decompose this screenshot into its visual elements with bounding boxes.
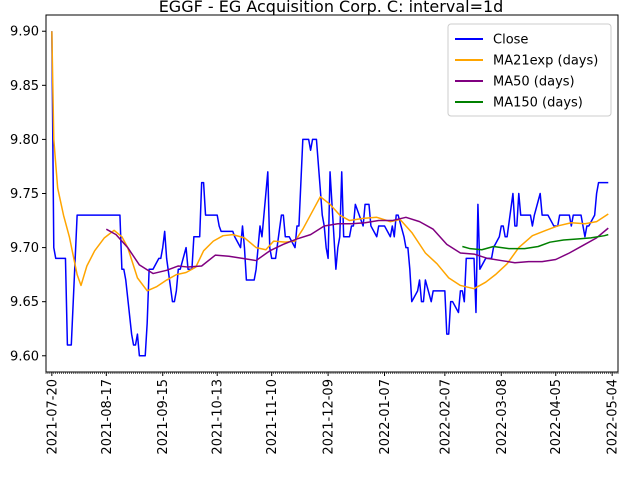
y-tick-label: 9.60 — [10, 349, 39, 364]
y-tick-label: 9.75 — [10, 187, 39, 202]
legend-label: MA150 (days) — [493, 96, 583, 111]
legend-label: Close — [493, 33, 528, 48]
x-tick-label: 2021-07-20 — [45, 379, 60, 455]
y-tick-label: 9.70 — [10, 241, 39, 256]
legend-label: MA21exp (days) — [493, 54, 598, 69]
x-tick-label: 2022-03-08 — [495, 379, 510, 455]
x-tick-label: 2022-05-04 — [606, 379, 621, 455]
series-line-ma150-days — [462, 233, 609, 251]
y-tick-label: 9.85 — [10, 79, 39, 94]
series-line-ma50-days — [105, 216, 609, 275]
axes: 9.60 9.65 9.70 9.75 9.80 9.85 9.90 2021-07-20 20… — [10, 25, 621, 455]
x-tick-label: 2021-11-10 — [265, 379, 280, 455]
y-tick-label: 9.80 — [10, 133, 39, 148]
x-tick-label: 2022-02-07 — [438, 379, 453, 455]
legend-label: MA50 (days) — [493, 75, 575, 90]
series-line-ma21exp-days — [51, 31, 609, 292]
x-tick-label: 2021-09-15 — [156, 379, 171, 455]
series-line-close — [51, 31, 609, 357]
legend-box — [447, 23, 612, 117]
chart-title: EGGF - EG Acquisition Corp. C: interval=… — [159, 0, 504, 16]
x-tick-label: 2021-12-09 — [322, 379, 337, 455]
y-tick-label: 9.65 — [10, 295, 39, 310]
legend: Close MA21exp (days) MA50 (days) MA150 (day… — [447, 23, 612, 117]
x-tick-label: 2021-10-13 — [211, 379, 226, 455]
x-tick-label: 2022-01-07 — [378, 379, 393, 455]
plot-area — [51, 31, 609, 357]
y-tick-label: 9.90 — [10, 25, 39, 40]
x-tick-label: 2021-08-17 — [100, 379, 115, 455]
x-tick-label: 2022-04-05 — [549, 379, 564, 455]
